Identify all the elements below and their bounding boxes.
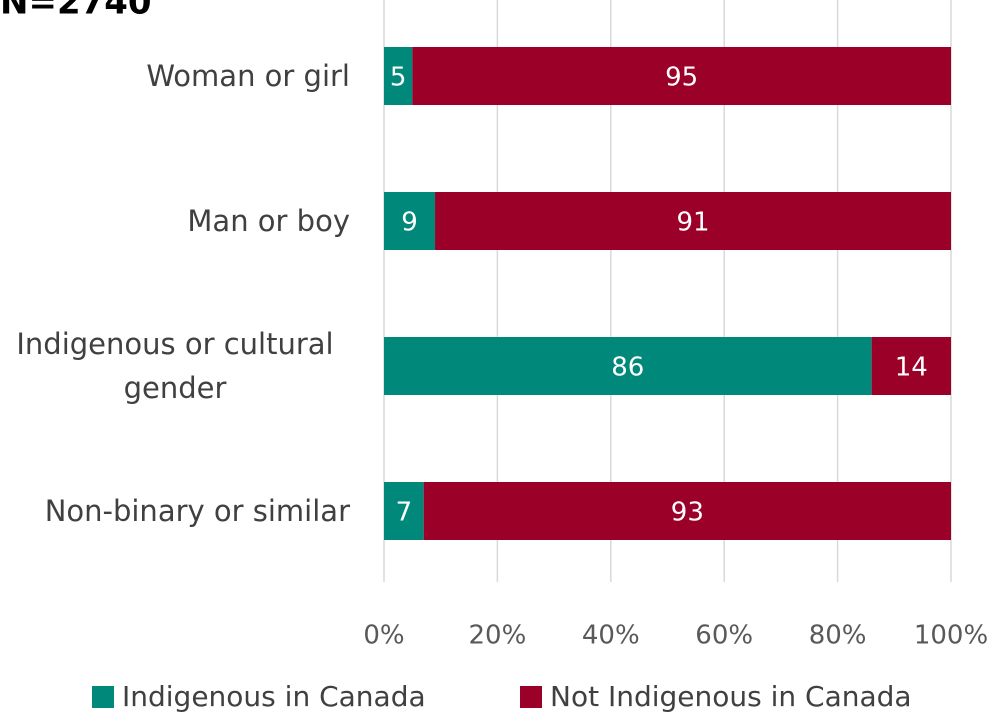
x-tick-label: 60% <box>695 621 753 651</box>
data-label: 14 <box>895 353 928 383</box>
bar-segment <box>435 192 951 250</box>
category-label: Man or boy <box>0 199 350 243</box>
data-label: 86 <box>611 353 644 383</box>
category-label: Indigenous or cultural gender <box>0 322 350 410</box>
x-tick-label: 80% <box>809 621 867 651</box>
bar-segment <box>412 47 952 105</box>
bar-segment <box>384 192 436 250</box>
x-tick-label: 20% <box>469 621 527 651</box>
data-label: 93 <box>671 498 704 528</box>
bar-segment <box>423 482 951 540</box>
data-label: 9 <box>401 208 418 238</box>
x-tick-label: 100% <box>914 621 988 651</box>
category-text: Woman or girl <box>146 59 350 93</box>
chart-title: N=2740 <box>0 0 152 23</box>
category-text: Non-binary or similar <box>44 494 350 528</box>
category-text: Man or boy <box>187 204 350 238</box>
bar-segment <box>384 482 424 540</box>
bar-segment <box>871 337 951 395</box>
data-label: 91 <box>676 208 709 238</box>
bar-segment <box>384 47 413 105</box>
data-label: 7 <box>396 498 413 528</box>
data-label: 95 <box>665 63 698 93</box>
legend-swatch <box>92 686 114 708</box>
category-text: Indigenous or cultural gender <box>16 327 334 405</box>
bar-segment <box>384 337 872 395</box>
category-label: Non-binary or similar <box>0 489 350 533</box>
legend-label: Not Indigenous in Canada <box>550 680 912 713</box>
legend-swatch <box>520 686 542 708</box>
x-tick-label: 0% <box>363 621 404 651</box>
legend-label: Indigenous in Canada <box>122 680 426 713</box>
data-label: 5 <box>390 63 407 93</box>
x-tick-label: 40% <box>582 621 640 651</box>
category-label: Woman or girl <box>0 54 350 98</box>
